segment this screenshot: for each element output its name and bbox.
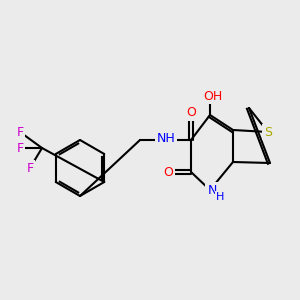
Text: H: H	[216, 192, 224, 202]
Text: O: O	[163, 166, 173, 178]
Text: F: F	[26, 161, 34, 175]
Text: NH: NH	[157, 131, 175, 145]
Text: F: F	[16, 142, 24, 154]
Text: S: S	[264, 125, 272, 139]
Text: F: F	[16, 125, 24, 139]
Text: O: O	[186, 106, 196, 119]
Text: OH: OH	[203, 89, 223, 103]
Text: N: N	[207, 184, 217, 196]
